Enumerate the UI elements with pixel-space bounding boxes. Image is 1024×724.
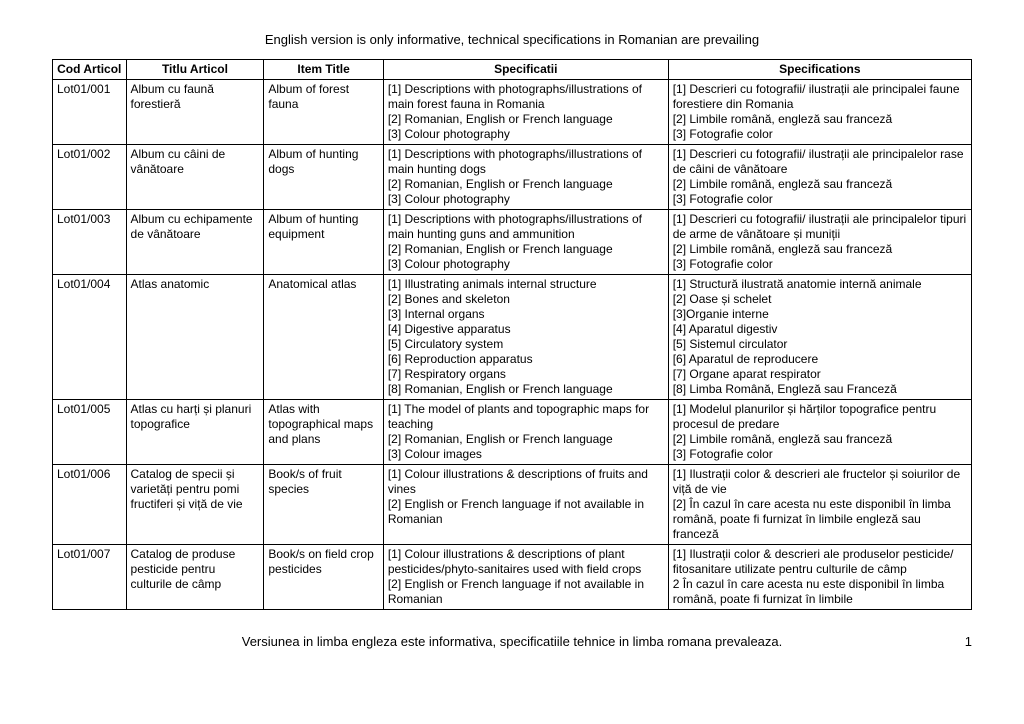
table-row: Lot01/003Album cu echipamente de vânătoa…: [53, 210, 972, 275]
cell-cod: Lot01/003: [53, 210, 127, 275]
table-row: Lot01/001Album cu faună forestierăAlbum …: [53, 80, 972, 145]
cell-cod: Lot01/006: [53, 465, 127, 545]
table-row: Lot01/004Atlas anatomicAnatomical atlas[…: [53, 275, 972, 400]
cell-titlu: Catalog de specii și varietăți pentru po…: [126, 465, 264, 545]
cell-item: Album of hunting dogs: [264, 145, 383, 210]
cell-specificatii: [1] Descriptions with photographs/illust…: [383, 145, 668, 210]
cell-item: Album of forest fauna: [264, 80, 383, 145]
cell-specificatii: [1] Illustrating animals internal struct…: [383, 275, 668, 400]
col-cod: Cod Articol: [53, 60, 127, 80]
cell-specifications: [1] Ilustrații color & descrieri ale fru…: [668, 465, 971, 545]
cell-item: Book/s of fruit species: [264, 465, 383, 545]
cell-specifications: [1] Structură ilustrată anatomie internă…: [668, 275, 971, 400]
cell-specifications: [1] Descrieri cu fotografii/ ilustrații …: [668, 80, 971, 145]
cell-specificatii: [1] Colour illustrations & descriptions …: [383, 465, 668, 545]
footer: Versiunea in limba engleza este informat…: [52, 634, 972, 649]
cell-specificatii: [1] Descriptions with photographs/illust…: [383, 210, 668, 275]
table-row: Lot01/002Album cu câini de vânătoareAlbu…: [53, 145, 972, 210]
cell-item: Atlas with topographical maps and plans: [264, 400, 383, 465]
footer-text: Versiunea in limba engleza este informat…: [82, 634, 942, 649]
cell-cod: Lot01/002: [53, 145, 127, 210]
cell-titlu: Catalog de produse pesticide pentru cult…: [126, 545, 264, 610]
header-text: English version is only informative, tec…: [52, 32, 972, 47]
col-titlu: Titlu Articol: [126, 60, 264, 80]
cell-item: Album of hunting equipment: [264, 210, 383, 275]
cell-titlu: Album cu faună forestieră: [126, 80, 264, 145]
cell-specifications: [1] Ilustrații color & descrieri ale pro…: [668, 545, 971, 610]
col-specificatii: Specificatii: [383, 60, 668, 80]
spec-table: Cod Articol Titlu Articol Item Title Spe…: [52, 59, 972, 610]
cell-titlu: Album cu echipamente de vânătoare: [126, 210, 264, 275]
col-specifications: Specifications: [668, 60, 971, 80]
cell-titlu: Atlas cu harți și planuri topografice: [126, 400, 264, 465]
cell-cod: Lot01/004: [53, 275, 127, 400]
page-number: 1: [942, 634, 972, 649]
cell-specifications: [1] Modelul planurilor și hărților topog…: [668, 400, 971, 465]
cell-item: Anatomical atlas: [264, 275, 383, 400]
cell-specificatii: [1] The model of plants and topographic …: [383, 400, 668, 465]
table-row: Lot01/007Catalog de produse pesticide pe…: [53, 545, 972, 610]
cell-specifications: [1] Descrieri cu fotografii/ ilustrații …: [668, 145, 971, 210]
cell-specificatii: [1] Descriptions with photographs/illust…: [383, 80, 668, 145]
table-row: Lot01/005Atlas cu harți și planuri topog…: [53, 400, 972, 465]
cell-titlu: Atlas anatomic: [126, 275, 264, 400]
cell-specificatii: [1] Colour illustrations & descriptions …: [383, 545, 668, 610]
table-header-row: Cod Articol Titlu Articol Item Title Spe…: [53, 60, 972, 80]
cell-titlu: Album cu câini de vânătoare: [126, 145, 264, 210]
cell-specifications: [1] Descrieri cu fotografii/ ilustrații …: [668, 210, 971, 275]
table-body: Lot01/001Album cu faună forestierăAlbum …: [53, 80, 972, 610]
col-item: Item Title: [264, 60, 383, 80]
cell-cod: Lot01/001: [53, 80, 127, 145]
cell-cod: Lot01/007: [53, 545, 127, 610]
cell-cod: Lot01/005: [53, 400, 127, 465]
table-row: Lot01/006Catalog de specii și varietăți …: [53, 465, 972, 545]
cell-item: Book/s on field crop pesticides: [264, 545, 383, 610]
